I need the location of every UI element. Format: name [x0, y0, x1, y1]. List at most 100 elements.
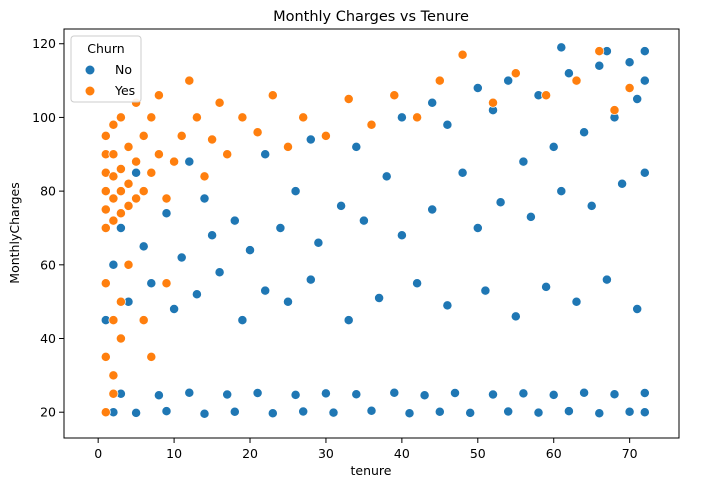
- point-yes: [283, 141, 293, 152]
- legend-box: [70, 35, 142, 103]
- point-no: [639, 407, 650, 418]
- point-yes: [191, 112, 202, 123]
- point-no: [563, 406, 574, 417]
- point-yes: [161, 278, 172, 289]
- point-no: [548, 141, 559, 152]
- point-no: [579, 127, 590, 138]
- point-no: [632, 304, 643, 314]
- point-yes: [510, 68, 521, 79]
- point-yes: [100, 407, 111, 418]
- point-no: [275, 223, 286, 233]
- point-no: [336, 200, 347, 211]
- point-no: [548, 389, 559, 400]
- legend-marker-yes: [85, 86, 95, 96]
- point-yes: [298, 112, 309, 123]
- point-no: [472, 223, 483, 233]
- point-no: [374, 293, 385, 303]
- point-yes: [434, 75, 445, 86]
- point-no: [427, 97, 438, 108]
- point-yes: [153, 90, 164, 101]
- point-no: [131, 167, 142, 178]
- y-axis-ticks: 20 40 60 80 100 120: [32, 36, 64, 420]
- point-yes: [115, 186, 126, 197]
- point-yes: [252, 127, 263, 138]
- point-no: [495, 197, 506, 208]
- point-no: [267, 408, 278, 419]
- point-no: [503, 406, 514, 417]
- y-tick-label: 120: [32, 36, 56, 51]
- point-yes: [412, 112, 423, 123]
- point-no: [161, 208, 172, 219]
- point-no: [161, 406, 172, 417]
- point-no: [108, 259, 119, 270]
- point-no: [290, 389, 301, 400]
- x-axis-ticks: 0 10 20 30 40 50 60 70: [94, 438, 638, 461]
- point-no: [510, 311, 521, 322]
- point-yes: [108, 315, 119, 326]
- point-yes: [146, 167, 157, 178]
- point-no: [488, 389, 498, 400]
- x-tick-label: 20: [242, 446, 258, 461]
- point-yes: [541, 90, 552, 101]
- point-yes: [123, 178, 134, 189]
- point-yes: [267, 90, 278, 101]
- point-yes: [176, 130, 187, 141]
- y-tick-label: 100: [32, 110, 56, 125]
- point-no: [305, 274, 316, 285]
- point-no: [283, 296, 293, 307]
- point-yes: [161, 193, 172, 204]
- point-no: [389, 387, 400, 398]
- point-no: [199, 193, 210, 204]
- point-no: [442, 119, 453, 130]
- point-no: [450, 388, 460, 398]
- point-yes: [123, 200, 134, 211]
- x-tick-label: 30: [318, 446, 334, 461]
- point-yes: [100, 130, 111, 141]
- point-no: [351, 389, 362, 400]
- point-yes: [138, 186, 149, 197]
- point-yes: [609, 105, 620, 116]
- point-yes: [594, 46, 605, 57]
- point-no: [518, 388, 529, 399]
- point-yes: [571, 75, 582, 86]
- point-no: [579, 387, 590, 398]
- point-yes: [184, 75, 195, 86]
- point-no: [320, 388, 331, 399]
- point-no: [639, 46, 650, 57]
- point-yes: [199, 171, 210, 182]
- point-yes: [115, 112, 126, 123]
- point-no: [396, 112, 407, 123]
- point-no: [571, 296, 582, 307]
- point-yes: [131, 156, 142, 167]
- point-no: [601, 274, 612, 285]
- point-no: [298, 406, 309, 417]
- point-no: [442, 300, 453, 311]
- point-no: [184, 156, 195, 167]
- point-yes: [108, 119, 119, 130]
- point-no: [533, 407, 544, 418]
- point-yes: [138, 130, 149, 141]
- legend-label-no: No: [115, 62, 132, 77]
- x-tick-label: 10: [166, 446, 182, 461]
- point-yes: [108, 171, 119, 182]
- point-no: [465, 407, 476, 418]
- point-yes: [366, 119, 377, 130]
- point-no: [146, 278, 157, 289]
- x-tick-label: 0: [94, 446, 102, 461]
- point-no: [594, 60, 605, 71]
- point-no: [457, 167, 468, 178]
- point-no: [358, 215, 369, 226]
- point-no: [131, 407, 142, 418]
- point-yes: [320, 130, 331, 141]
- point-no: [290, 186, 301, 197]
- point-yes: [115, 164, 126, 174]
- point-no: [624, 57, 635, 68]
- point-no: [556, 42, 567, 53]
- point-no: [184, 387, 195, 398]
- point-yes: [108, 370, 119, 381]
- point-no: [639, 75, 650, 86]
- plot-area: 0 10 20 30 40 50 60 70 20 40 60 80 100 120: [32, 28, 680, 461]
- point-yes: [488, 97, 498, 108]
- point-no: [366, 405, 377, 416]
- point-no: [525, 211, 536, 222]
